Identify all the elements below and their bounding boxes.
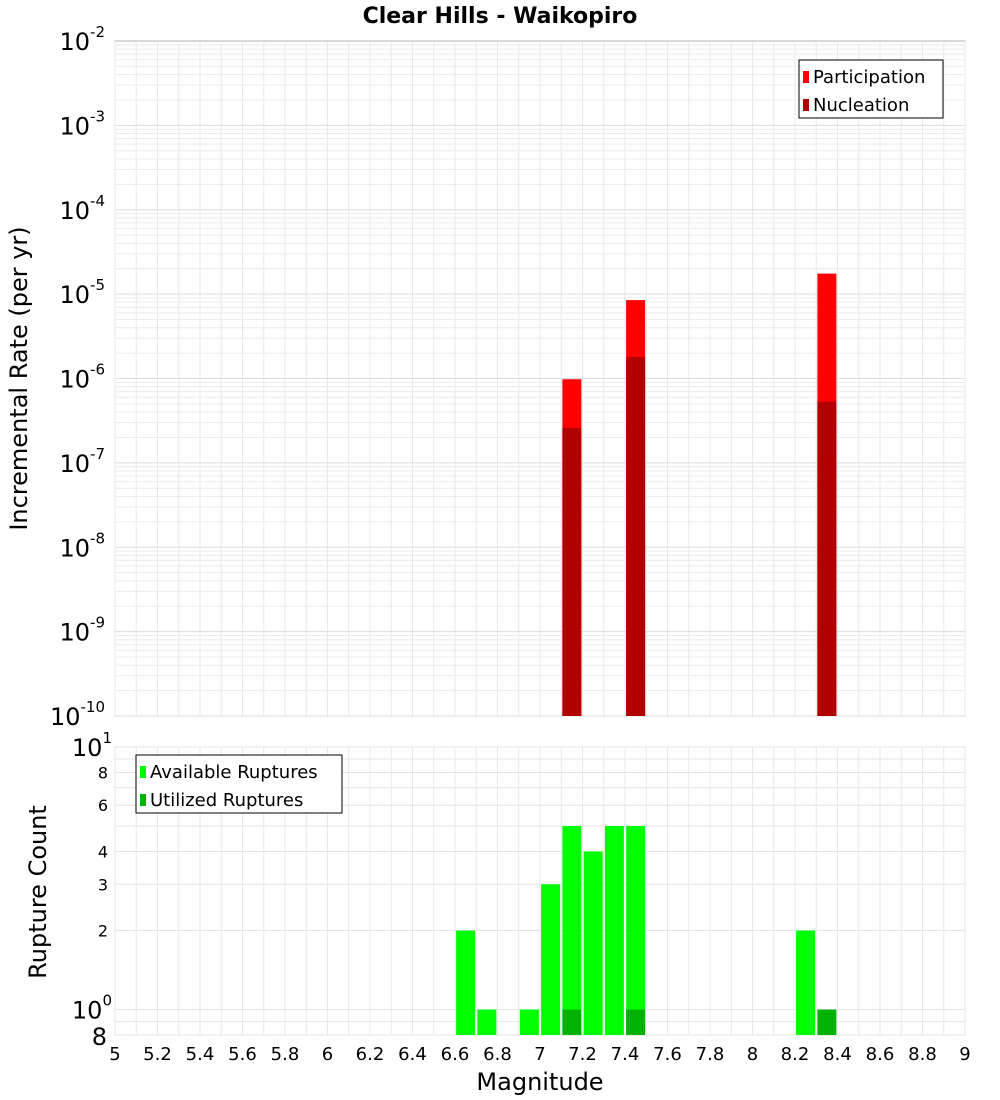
rate-plot-grid xyxy=(114,41,966,717)
x-tick-label: 9 xyxy=(959,1044,970,1065)
y-tick-label: 6 xyxy=(98,796,108,815)
y-tick-label: 2 xyxy=(98,922,108,941)
x-tick-label: 8 xyxy=(747,1044,758,1065)
bar-available-ruptures xyxy=(583,851,603,1035)
y-tick-label: 10-10 xyxy=(50,698,105,731)
x-axis-label: Magnitude xyxy=(476,1068,603,1096)
bar-nucleation xyxy=(817,401,837,716)
bar-utilized-ruptures xyxy=(817,1009,837,1035)
x-tick-label: 5.2 xyxy=(143,1044,172,1065)
x-tick-label: 6.8 xyxy=(483,1044,512,1065)
rate-plot-y-ticks: 10-10 10-9 10-8 10-7 10-6 10-5 10-4 10-3 10-2 xyxy=(50,23,105,731)
x-tick-label: 5.6 xyxy=(228,1044,257,1065)
bar-available-ruptures xyxy=(562,826,582,1035)
x-tick-label: 6 xyxy=(322,1044,333,1065)
y-tick-label: 10-4 xyxy=(59,192,105,225)
y-tick-label: 101 xyxy=(72,729,112,762)
legend-swatch-available xyxy=(140,766,146,778)
x-tick-label: 6.4 xyxy=(398,1044,427,1065)
x-tick-label: 5.8 xyxy=(271,1044,300,1065)
rate-legend-box xyxy=(798,59,944,119)
legend-label-nucleation: Nucleation xyxy=(813,95,909,116)
bar-available-ruptures xyxy=(796,930,816,1035)
y-tick-label: 4 xyxy=(98,842,108,861)
x-tick-label: 8.4 xyxy=(823,1044,852,1065)
y-tick-label: 8 xyxy=(92,1023,107,1051)
bar-available-ruptures xyxy=(477,1009,497,1035)
rate-plot-y-label: Incremental Rate (per yr) xyxy=(5,226,33,530)
x-tick-label: 8.6 xyxy=(866,1044,895,1065)
x-tick-label: 7.8 xyxy=(696,1044,725,1065)
y-tick-label: 10-9 xyxy=(59,614,105,647)
y-tick-label: 10-3 xyxy=(59,107,105,140)
x-tick-label: 5.4 xyxy=(186,1044,215,1065)
bar-nucleation xyxy=(562,427,582,716)
bar-available-ruptures xyxy=(541,884,561,1035)
rate-legend: Participation Nucleation xyxy=(798,59,944,119)
y-tick-label: 8 xyxy=(98,763,108,782)
bar-available-ruptures xyxy=(519,1009,539,1035)
bar-utilized-ruptures xyxy=(626,1009,646,1035)
x-tick-label: 8.8 xyxy=(908,1044,937,1065)
y-tick-label: 3 xyxy=(98,875,108,894)
legend-label-participation: Participation xyxy=(813,67,925,88)
x-tick-label: 7.6 xyxy=(653,1044,682,1065)
y-tick-label: 10-7 xyxy=(59,445,105,478)
bar-utilized-ruptures xyxy=(562,1009,582,1035)
bar-available-ruptures xyxy=(456,930,476,1035)
x-tick-label: 7.2 xyxy=(568,1044,597,1065)
count-plot-y-label: Rupture Count xyxy=(24,805,52,979)
count-legend-box xyxy=(135,754,343,814)
y-tick-label: 10-5 xyxy=(59,276,105,309)
bar-available-ruptures xyxy=(604,826,624,1035)
legend-swatch-participation xyxy=(803,71,809,83)
x-tick-label: 7.4 xyxy=(611,1044,640,1065)
y-tick-label: 10-8 xyxy=(59,529,105,562)
y-tick-label: 10-2 xyxy=(59,23,105,56)
rate-plot-bars xyxy=(562,273,837,716)
y-tick-label: 100 xyxy=(72,992,112,1025)
rate-plot: 10-10 10-9 10-8 10-7 10-6 10-5 10-4 10-3 10-2 In… xyxy=(5,23,966,731)
bar-available-ruptures xyxy=(626,826,646,1035)
chart-title: Clear Hills - Waikopiro xyxy=(363,4,638,29)
x-tick-label: 5 xyxy=(109,1044,120,1065)
legend-swatch-nucleation xyxy=(803,99,809,111)
legend-label-utilized: Utilized Ruptures xyxy=(150,790,303,811)
y-tick-label: 10-6 xyxy=(59,361,105,394)
x-tick-label: 6.2 xyxy=(356,1044,385,1065)
legend-swatch-utilized xyxy=(140,794,146,806)
legend-label-available: Available Ruptures xyxy=(150,762,318,783)
x-axis-ticks: 5 5.2 5.4 5.6 5.8 6 6.2 6.4 6.6 6.8 7 7.2 7.4 7.6 7.8 8… xyxy=(109,1044,970,1065)
x-tick-label: 8.2 xyxy=(781,1044,810,1065)
bar-nucleation xyxy=(626,356,646,716)
count-legend: Available Ruptures Utilized Ruptures xyxy=(135,754,343,814)
x-tick-label: 7 xyxy=(534,1044,545,1065)
count-plot-bars xyxy=(456,826,837,1035)
x-tick-label: 6.6 xyxy=(441,1044,470,1065)
